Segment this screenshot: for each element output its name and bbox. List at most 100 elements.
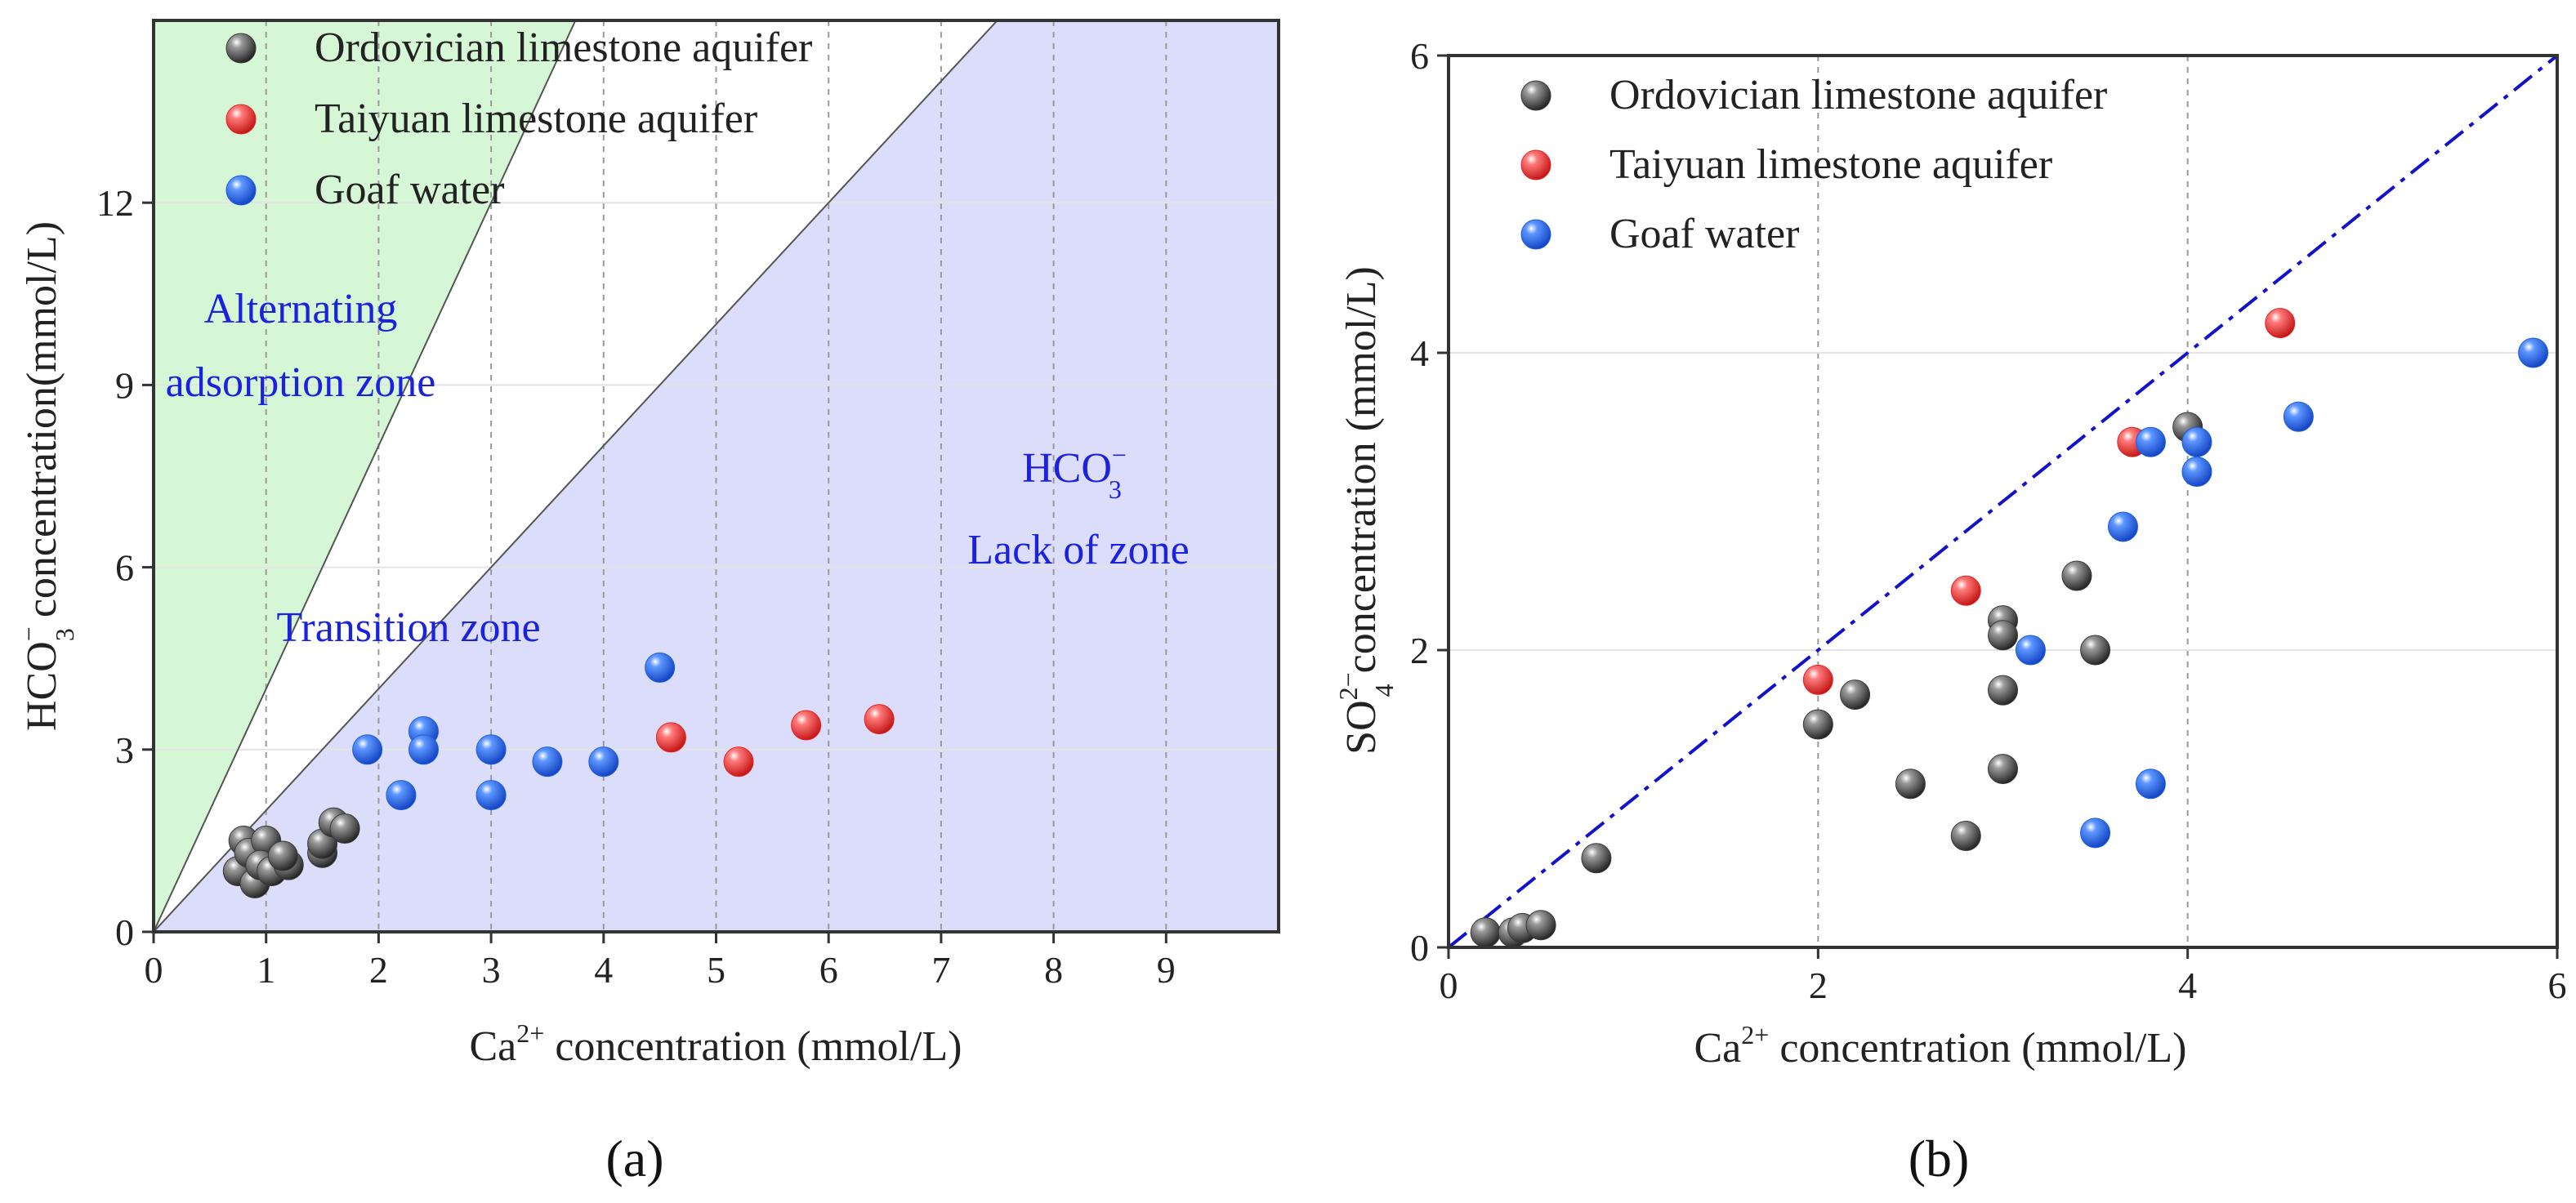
data-point-ordovician	[1840, 679, 1871, 711]
data-point-goaf	[2181, 457, 2212, 488]
x-tick-label: 5	[707, 949, 725, 991]
data-point-ordovician	[2080, 635, 2111, 666]
y-tick-label: 6	[115, 547, 134, 589]
data-point-taiyuan	[864, 704, 895, 735]
x-tick-label: 8	[1044, 949, 1063, 991]
data-point-taiyuan	[2265, 308, 2296, 339]
data-point-goaf	[2108, 511, 2139, 542]
legend-marker-taiyuan	[225, 104, 257, 135]
plot-frame	[1447, 54, 2559, 949]
data-point-ordovician	[1895, 769, 1926, 800]
legend-label: Goaf water	[315, 167, 504, 213]
scatter-points	[222, 652, 895, 898]
legend-label: Goaf water	[1609, 211, 1799, 257]
x-tick-label: 2	[369, 949, 388, 991]
zone-label-transition: Transition zone	[276, 604, 540, 651]
data-point-goaf	[2283, 401, 2314, 432]
x-tick-label: 0	[145, 949, 163, 991]
x-tick-label: 6	[819, 949, 838, 991]
data-point-goaf	[645, 652, 676, 683]
x-tick-label: 7	[931, 949, 950, 991]
data-point-taiyuan	[791, 710, 822, 741]
data-point-ordovician	[1988, 620, 2018, 651]
data-point-ordovician	[1581, 843, 1612, 874]
x-tick-label: 9	[1157, 949, 1176, 991]
lower-boundary	[154, 20, 998, 932]
hco3-lack-zone-region	[154, 20, 1279, 932]
data-point-ordovician	[1802, 709, 1833, 740]
upper-boundary	[154, 20, 577, 932]
zone-label-adsorption: adsorption zone	[166, 359, 436, 406]
legend-marker-taiyuan	[1520, 149, 1551, 180]
data-point-taiyuan	[1950, 575, 1981, 606]
y-tick-label: 9	[115, 364, 134, 406]
x-tick-label: 6	[2548, 965, 2567, 1006]
data-point-goaf	[2135, 769, 2166, 800]
panel-b: 0 2 4 6 0 2 4 6 Ordovician limestone aquifer Tai…	[1333, 35, 2567, 1187]
legend-marker-goaf	[1520, 219, 1551, 250]
y-tick-label: 6	[1410, 35, 1429, 77]
y-tick-label: 4	[1410, 332, 1429, 374]
data-point-ordovician	[1950, 821, 1981, 851]
x-axis-title: Ca2+ concentration (mmol/L)	[470, 1018, 962, 1070]
data-point-goaf	[352, 734, 383, 765]
legend: Ordovician limestone aquifer Taiyuan lime…	[1520, 72, 2107, 257]
data-point-goaf	[2015, 635, 2046, 666]
data-point-ordovician	[1470, 917, 1501, 947]
x-tick-label: 1	[257, 949, 275, 991]
y-tick-label: 3	[115, 729, 134, 771]
x-tick-label: 2	[1809, 965, 1828, 1006]
legend: Ordovician limestone aquifer Taiyuan lime…	[225, 25, 812, 213]
data-point-goaf	[2135, 426, 2166, 457]
y-tick-label: 0	[115, 911, 134, 953]
data-point-goaf	[532, 746, 563, 777]
data-point-goaf	[588, 746, 619, 777]
legend-label: Ordovician limestone aquifer	[315, 25, 812, 71]
legend-marker-goaf	[225, 175, 257, 206]
y-tick-label: 2	[1410, 630, 1429, 671]
data-point-ordovician	[329, 813, 360, 844]
zone-boundary-lines	[154, 20, 998, 932]
x-tick-label: 3	[482, 949, 501, 991]
data-point-ordovician	[267, 840, 298, 871]
data-point-ordovician	[2061, 560, 2092, 591]
y-tick-label: 12	[96, 182, 134, 224]
data-point-ordovician	[1988, 754, 2018, 785]
x-axis-title: Ca2+ concentration (mmol/L)	[1694, 1020, 2187, 1072]
data-point-taiyuan	[723, 746, 754, 777]
x-tick-label: 0	[1440, 965, 1458, 1006]
data-point-goaf	[2080, 818, 2111, 849]
data-point-goaf	[2518, 337, 2549, 368]
one-to-one-reference-line	[1449, 56, 2557, 947]
data-point-taiyuan	[1802, 664, 1833, 695]
data-point-ordovician	[1988, 675, 2018, 706]
panel-caption: (b)	[1909, 1129, 1970, 1187]
legend-label: Taiyuan limestone aquifer	[1609, 141, 2052, 188]
zone-label-hco3: HCO− 3	[1022, 440, 1127, 504]
x-tick-label: 4	[2178, 965, 2197, 1006]
panel-caption: (a)	[605, 1129, 663, 1187]
y-axis-title: SO2− 4 concentration (mmol/L)	[1333, 266, 1399, 755]
data-point-goaf	[475, 734, 507, 765]
data-point-goaf	[408, 734, 439, 765]
y-axis-title: HCO− 3 concentration(mmol/L)	[14, 221, 79, 731]
zone-label-alternating: Alternating	[204, 286, 398, 332]
legend-label: Ordovician limestone aquifer	[1609, 72, 2107, 118]
y-tick-label: 0	[1410, 927, 1429, 969]
data-point-goaf	[2181, 426, 2212, 457]
data-point-goaf	[386, 780, 417, 811]
legend-marker-ordovician	[1520, 80, 1551, 111]
axis-ticks: 0 2 4 6 0 2 4 6	[1410, 35, 2567, 1006]
zone-label-lack-of-zone: Lack of zone	[967, 527, 1189, 573]
data-point-ordovician	[1525, 910, 1556, 941]
grid-lines	[154, 20, 1279, 932]
data-point-taiyuan	[655, 722, 686, 753]
x-tick-label: 4	[594, 949, 613, 991]
legend-label: Taiyuan limestone aquifer	[315, 96, 757, 142]
data-point-goaf	[475, 780, 507, 811]
scatter-points	[1470, 308, 2549, 947]
legend-marker-ordovician	[225, 33, 257, 64]
